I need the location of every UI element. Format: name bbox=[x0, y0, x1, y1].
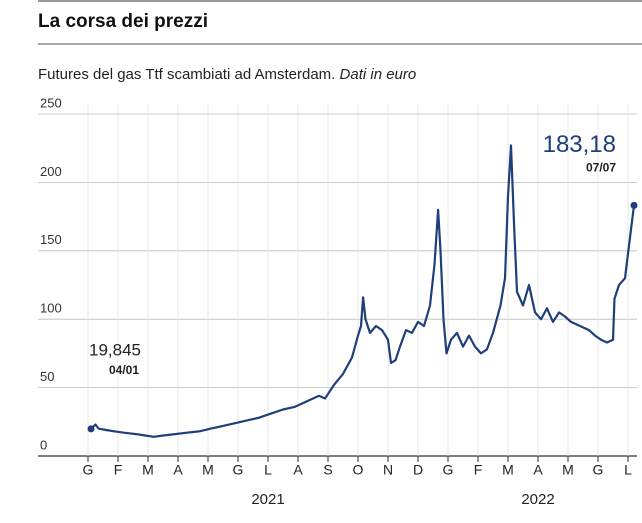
chart-title: La corsa dei prezzi bbox=[38, 11, 208, 32]
x-tick-label: L bbox=[624, 462, 632, 478]
y-tick-label: 50 bbox=[40, 369, 54, 384]
year-label: 2021 bbox=[251, 491, 284, 508]
y-tick-label: 150 bbox=[40, 232, 62, 247]
annotation-value: 19,845 bbox=[89, 340, 141, 359]
annotation-value: 183,18 bbox=[543, 131, 616, 158]
x-tick-label: M bbox=[562, 462, 574, 478]
y-tick-label: 250 bbox=[40, 95, 62, 110]
series-line bbox=[90, 144, 636, 438]
x-tick-label: G bbox=[593, 462, 604, 478]
x-tick-label: A bbox=[293, 462, 303, 478]
y-tick-label: 0 bbox=[40, 437, 47, 452]
annotation-date: 07/07 bbox=[586, 161, 616, 175]
y-tick-label: 100 bbox=[40, 301, 62, 316]
x-tick-label: A bbox=[533, 462, 543, 478]
x-tick-label: G bbox=[233, 462, 244, 478]
x-tick-label: M bbox=[202, 462, 214, 478]
x-tick-label: D bbox=[413, 462, 423, 478]
x-tick-label: M bbox=[502, 462, 514, 478]
x-tick-label: F bbox=[114, 462, 123, 478]
annotation-date: 04/01 bbox=[109, 363, 139, 377]
y-tick-label: 200 bbox=[40, 164, 62, 179]
subtitle-note: Dati in euro bbox=[340, 66, 417, 83]
x-tick-label: G bbox=[443, 462, 454, 478]
subtitle: Futures del gas Ttf scambiati ad Amsterd… bbox=[38, 66, 335, 83]
x-tick-label: O bbox=[353, 462, 364, 478]
x-tick-label: G bbox=[83, 462, 94, 478]
x-tick-label: F bbox=[474, 462, 483, 478]
x-tick-label: N bbox=[383, 462, 393, 478]
x-tick-label: M bbox=[142, 462, 154, 478]
x-tick-label: A bbox=[173, 462, 183, 478]
chart-subtitle: Futures del gas Ttf scambiati ad Amsterd… bbox=[38, 66, 416, 83]
x-tick-label: S bbox=[323, 462, 332, 478]
end-point bbox=[87, 425, 95, 433]
end-point bbox=[630, 201, 638, 209]
year-label: 2022 bbox=[521, 491, 554, 508]
x-tick-label: L bbox=[264, 462, 272, 478]
